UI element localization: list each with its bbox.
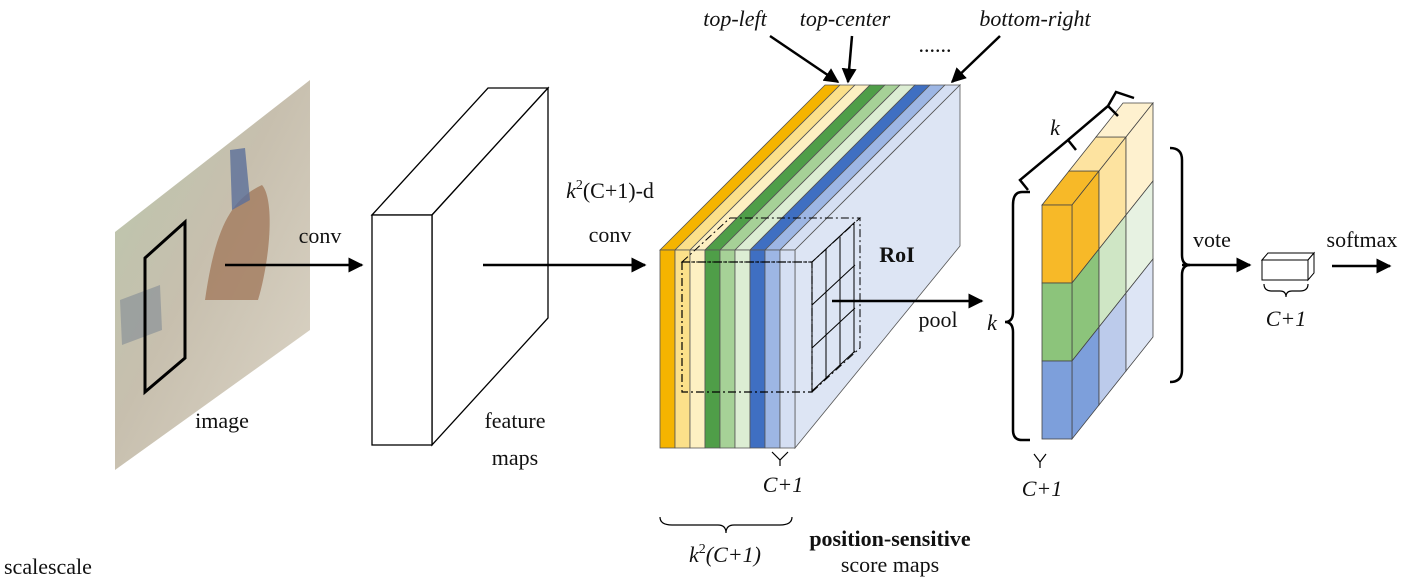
pooled-output (1041, 101, 1154, 441)
cube-front (1041, 360, 1073, 440)
input-image (143, 218, 187, 396)
roi-label: RoI (879, 242, 914, 267)
score-maps (659, 84, 961, 450)
text: (C+1) (706, 542, 761, 567)
roi-grid-line (811, 221, 856, 263)
text: (C+1)-d (583, 178, 654, 203)
c1-label: C+1 (1022, 476, 1063, 501)
input-image (120, 285, 162, 345)
slab-front (779, 249, 796, 449)
softmax-label: softmax (1327, 227, 1398, 252)
arrow (841, 35, 857, 84)
cube-front (1041, 282, 1073, 362)
c1-label: C+1 (1266, 306, 1307, 331)
class-scores (1260, 251, 1316, 282)
conv-label: conv (589, 222, 632, 247)
feature-maps (371, 214, 433, 446)
vote-label: vote (1193, 227, 1231, 252)
text: k (566, 178, 577, 203)
slab-front (734, 249, 751, 449)
roi-grid-line (811, 350, 856, 392)
slab-front (764, 249, 781, 449)
slab-front (749, 249, 766, 449)
group-label: k2(C+1) (689, 542, 761, 567)
cube-front (1041, 204, 1073, 284)
roi-grid-line (811, 264, 856, 306)
text: 2 (699, 542, 706, 557)
input-image (115, 80, 310, 470)
c1-label: C+1 (763, 472, 804, 497)
cube-cell (1125, 257, 1154, 373)
conv-label: k2(C+1)-d (566, 178, 654, 203)
slab-front (689, 249, 706, 449)
class-scores (1261, 259, 1309, 281)
brace (1263, 283, 1309, 298)
arrow (950, 35, 1001, 84)
brace (1033, 453, 1047, 468)
roi-box (811, 218, 861, 393)
input-image (230, 148, 250, 210)
caption: score maps (841, 552, 939, 577)
feature-label: feature (484, 408, 545, 433)
caption: position-sensitive (809, 526, 971, 551)
slab-front (659, 249, 676, 449)
pool-label: pool (918, 307, 957, 332)
brace (1018, 90, 1135, 191)
map-label: ...... (919, 32, 952, 57)
text: k (689, 542, 700, 567)
brace (771, 451, 789, 466)
text: 2 (576, 178, 583, 193)
map-label: top-center (800, 6, 891, 31)
conv-label: conv (299, 223, 342, 248)
image-label: image (195, 408, 249, 433)
slab-front (704, 249, 721, 449)
arrow (769, 34, 840, 84)
footer: scalescale (4, 554, 92, 579)
roi-box (680, 217, 862, 393)
map-label: top-left (703, 6, 767, 31)
k-label: k (987, 310, 998, 335)
brace (659, 516, 793, 534)
slab-front (719, 249, 736, 449)
brace (1004, 190, 1030, 442)
class-scores (1260, 252, 1316, 261)
map-label: bottom-right (979, 6, 1091, 31)
roi-grid-line (811, 307, 856, 349)
input-image (205, 185, 270, 300)
k-label: k (1050, 115, 1061, 140)
feature-label: maps (492, 445, 538, 470)
feature-maps (370, 86, 550, 447)
